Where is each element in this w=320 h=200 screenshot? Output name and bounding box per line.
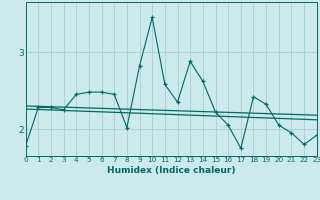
X-axis label: Humidex (Indice chaleur): Humidex (Indice chaleur): [107, 166, 236, 175]
